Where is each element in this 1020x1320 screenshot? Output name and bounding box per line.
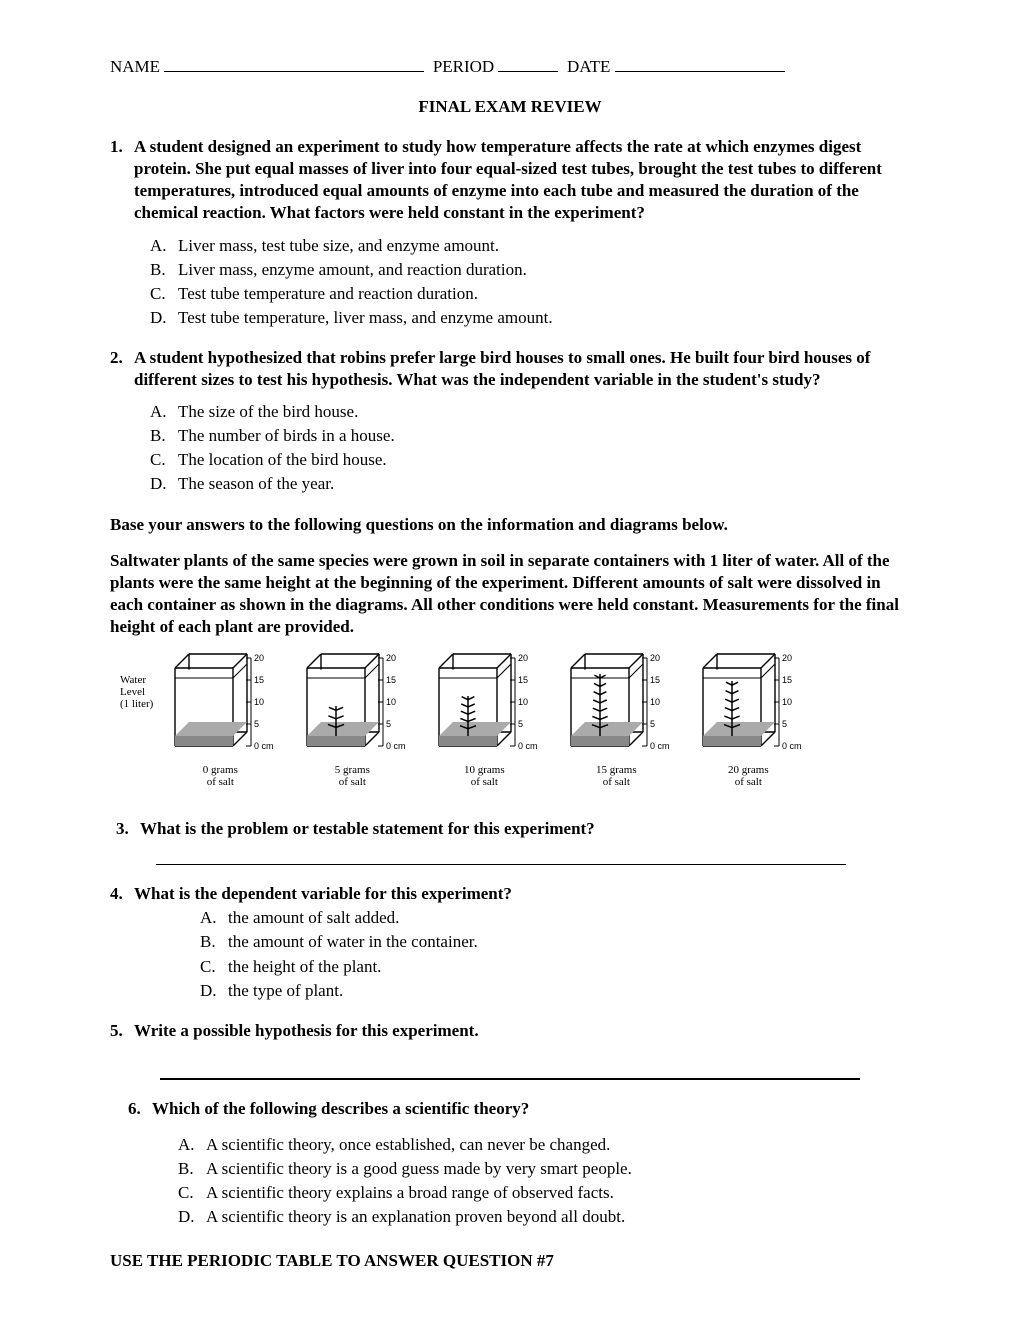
container-2: 20 15 10 5 0 cm 10 gramsof salt — [429, 652, 539, 788]
q2-choice-a[interactable]: A.The size of the bird house. — [150, 401, 910, 423]
question-4: 4. What is the dependent variable for th… — [110, 883, 910, 1001]
name-label: NAME — [110, 57, 160, 76]
worksheet-header: NAME PERIOD DATE — [110, 56, 910, 78]
svg-text:10: 10 — [386, 697, 396, 707]
q2-choice-d[interactable]: D.The season of the year. — [150, 473, 910, 495]
q2-number: 2. — [110, 347, 134, 391]
q4-choice-b[interactable]: B.the amount of water in the container. — [200, 931, 910, 953]
question-1: 1. A student designed an experiment to s… — [110, 136, 910, 329]
svg-text:5: 5 — [782, 719, 787, 729]
period-blank[interactable] — [498, 71, 558, 72]
passage-intro: Base your answers to the following quest… — [110, 514, 910, 536]
svg-text:0 cm: 0 cm — [386, 741, 406, 751]
passage-body: Saltwater plants of the same species wer… — [110, 550, 910, 638]
svg-text:20: 20 — [254, 653, 264, 663]
container-3: 20 15 10 5 0 cm 15 gramsof salt — [561, 652, 671, 788]
svg-text:5: 5 — [650, 719, 655, 729]
q6-choice-b[interactable]: B.A scientific theory is a good guess ma… — [178, 1158, 910, 1180]
page-title: FINAL EXAM REVIEW — [110, 96, 910, 118]
q5-answer-line[interactable] — [160, 1060, 860, 1080]
q4-number: 4. — [110, 883, 134, 905]
q1-choice-a[interactable]: A.Liver mass, test tube size, and enzyme… — [150, 235, 910, 257]
svg-text:20: 20 — [386, 653, 396, 663]
q6-choice-c[interactable]: C.A scientific theory explains a broad r… — [178, 1182, 910, 1204]
q4-choice-d[interactable]: D.the type of plant. — [200, 980, 910, 1002]
q1-choice-d[interactable]: D.Test tube temperature, liver mass, and… — [150, 307, 910, 329]
experiment-diagram: WaterLevel(1 liter) 20 15 10 5 0 cm 0 gramsof … — [120, 652, 910, 788]
svg-text:15: 15 — [650, 675, 660, 685]
svg-text:20: 20 — [518, 653, 528, 663]
q6-text: Which of the following describes a scien… — [152, 1098, 910, 1120]
water-level-label: WaterLevel(1 liter) — [120, 674, 153, 710]
q6-number: 6. — [128, 1098, 152, 1120]
q4-choice-a[interactable]: A.the amount of salt added. — [200, 907, 910, 929]
svg-text:20: 20 — [782, 653, 792, 663]
q3-answer-line[interactable] — [156, 848, 846, 865]
svg-text:10: 10 — [782, 697, 792, 707]
q6-choice-a[interactable]: A.A scientific theory, once established,… — [178, 1134, 910, 1156]
q2-choice-c[interactable]: C.The location of the bird house. — [150, 449, 910, 471]
q1-number: 1. — [110, 136, 134, 224]
svg-text:10: 10 — [650, 697, 660, 707]
svg-text:0 cm: 0 cm — [650, 741, 670, 751]
svg-text:15: 15 — [254, 675, 264, 685]
question-5: 5. Write a possible hypothesis for this … — [110, 1020, 910, 1080]
footer-instruction: USE THE PERIODIC TABLE TO ANSWER QUESTIO… — [110, 1250, 910, 1272]
container-1: 20 15 10 5 0 cm 5 gramsof salt — [297, 652, 407, 788]
date-blank[interactable] — [615, 71, 785, 72]
q1-text: A student designed an experiment to stud… — [134, 136, 910, 224]
svg-text:15: 15 — [386, 675, 396, 685]
date-label: DATE — [567, 57, 610, 76]
q1-choice-c[interactable]: C.Test tube temperature and reaction dur… — [150, 283, 910, 305]
salt-label-3: 15 gramsof salt — [596, 764, 637, 788]
q5-text: Write a possible hypothesis for this exp… — [134, 1020, 910, 1042]
svg-text:10: 10 — [254, 697, 264, 707]
question-3: 3. What is the problem or testable state… — [116, 818, 910, 865]
q3-number: 3. — [116, 818, 140, 840]
q2-text: A student hypothesized that robins prefe… — [134, 347, 910, 391]
svg-text:20: 20 — [650, 653, 660, 663]
salt-label-4: 20 gramsof salt — [728, 764, 769, 788]
period-label: PERIOD — [433, 57, 494, 76]
container-4: 20 15 10 5 0 cm 20 gramsof salt — [693, 652, 803, 788]
svg-text:0 cm: 0 cm — [782, 741, 802, 751]
question-2: 2. A student hypothesized that robins pr… — [110, 347, 910, 496]
name-blank[interactable] — [164, 71, 424, 72]
svg-text:15: 15 — [518, 675, 528, 685]
svg-text:0 cm: 0 cm — [254, 741, 274, 751]
q4-text: What is the dependent variable for this … — [134, 883, 910, 905]
q6-choice-d[interactable]: D.A scientific theory is an explanation … — [178, 1206, 910, 1228]
svg-text:0 cm: 0 cm — [518, 741, 538, 751]
svg-text:5: 5 — [254, 719, 259, 729]
q4-choice-c[interactable]: C.the height of the plant. — [200, 956, 910, 978]
svg-text:5: 5 — [386, 719, 391, 729]
container-0: 20 15 10 5 0 cm 0 gramsof salt — [165, 652, 275, 788]
svg-text:10: 10 — [518, 697, 528, 707]
svg-text:5: 5 — [518, 719, 523, 729]
salt-label-2: 10 gramsof salt — [464, 764, 505, 788]
question-6: 6. Which of the following describes a sc… — [128, 1098, 910, 1228]
q3-text: What is the problem or testable statemen… — [140, 818, 910, 840]
q1-choice-b[interactable]: B.Liver mass, enzyme amount, and reactio… — [150, 259, 910, 281]
q5-number: 5. — [110, 1020, 134, 1042]
salt-label-0: 0 gramsof salt — [203, 764, 238, 788]
salt-label-1: 5 gramsof salt — [335, 764, 370, 788]
svg-text:15: 15 — [782, 675, 792, 685]
q2-choice-b[interactable]: B.The number of birds in a house. — [150, 425, 910, 447]
